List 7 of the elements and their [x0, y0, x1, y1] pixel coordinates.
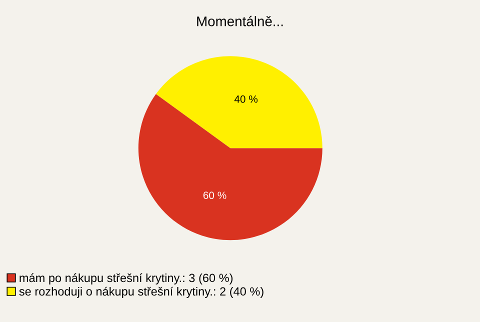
chart-title: Momentálně...	[197, 16, 283, 26]
data-label: 40 %	[234, 95, 258, 103]
pie-slice	[138, 94, 322, 240]
legend-label: se rozhoduji o nákupu střešní krytiny.: 2 (40 %)	[19, 286, 264, 298]
pie-slice	[156, 56, 322, 148]
data-label: 60 %	[203, 192, 226, 200]
legend-label: mám po nákupu střešní krytiny.: 3 (60 %)	[20, 273, 233, 284]
